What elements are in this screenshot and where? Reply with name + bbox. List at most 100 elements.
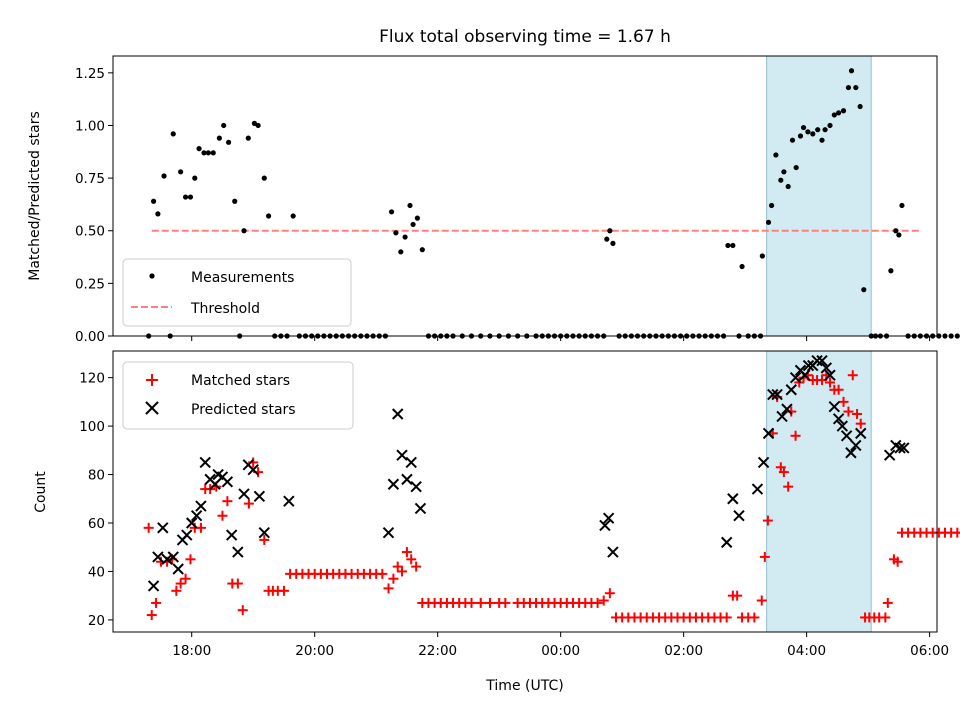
measurement-point	[768, 202, 775, 209]
measurement-point	[778, 177, 784, 183]
bottom-y-ticks: 20 40 60 80 100 120	[79, 371, 113, 629]
matched-star-point	[217, 510, 228, 521]
top-y-tick-label: 1.25	[75, 66, 105, 82]
matched-star-point	[401, 547, 412, 558]
top-legend: Measurements Threshold	[122, 258, 352, 327]
measurement-point	[896, 232, 902, 238]
predicted-star-point	[855, 427, 867, 440]
predicted-star-point	[785, 384, 797, 396]
measurement-point	[226, 139, 232, 145]
measurement-point	[840, 108, 847, 114]
measurement-point	[822, 127, 828, 133]
predicted-star-point	[757, 456, 770, 469]
matched-star-point	[397, 566, 408, 577]
measurement-point	[178, 169, 184, 175]
predicted-star-point	[221, 476, 234, 488]
matched-star-point	[852, 408, 863, 419]
predicted-star-point	[599, 519, 611, 532]
measurement-point	[861, 287, 867, 293]
matched-star-point	[952, 527, 960, 538]
measurement-point	[290, 213, 296, 219]
predicted-star-point	[195, 500, 207, 512]
measurement-point	[393, 230, 399, 236]
measurement-point	[221, 122, 227, 129]
predicted-star-point	[733, 510, 745, 522]
measurement-point	[936, 333, 942, 339]
legend-predicted-label: Predicted stars	[191, 402, 296, 418]
matched-star-point	[892, 556, 903, 567]
measurement-point	[793, 164, 799, 171]
predicted-star-point	[776, 410, 788, 423]
bottom-y-tick-label: 120	[79, 371, 105, 387]
matched-star-point	[484, 597, 495, 608]
predicted-star-point	[225, 529, 238, 541]
measurement-point	[853, 84, 859, 91]
matched-star-point	[592, 597, 603, 608]
measurement-point	[398, 249, 404, 255]
predicted-star-point	[828, 401, 841, 413]
matched-star-point	[843, 406, 854, 417]
measurement-point	[805, 129, 811, 135]
predicted-star-point	[762, 427, 775, 440]
predicted-star-point	[894, 442, 906, 454]
predicted-star-point	[382, 526, 395, 539]
measurement-point	[610, 240, 616, 246]
measurement-point	[789, 137, 796, 143]
measurement-point	[730, 242, 736, 249]
top-highlight-span	[766, 55, 872, 337]
matched-star-point	[377, 568, 388, 579]
predicted-star-point	[832, 413, 845, 425]
legend-matched-label: Matched stars	[191, 373, 290, 389]
measurement-point	[954, 333, 960, 339]
measurement-point	[773, 152, 779, 158]
measurement-point	[819, 137, 825, 143]
matched-star-point	[756, 595, 767, 606]
top-y-tick-label: 0.25	[75, 276, 105, 292]
predicted-star-point	[396, 449, 408, 461]
matched-star-point	[786, 406, 797, 417]
predicted-star-point	[824, 369, 836, 381]
predicted-star-point	[781, 403, 793, 415]
measurement-point	[407, 202, 413, 209]
legend-matched-marker	[146, 374, 158, 386]
matched-star-point	[790, 430, 801, 441]
bottom-x-tick-label: 18:00	[172, 643, 211, 659]
measurement-point	[265, 213, 272, 219]
measurement-point	[857, 103, 863, 110]
predicted-star-point	[789, 371, 802, 384]
measurement-point	[810, 131, 816, 137]
predicted-star-point	[232, 546, 244, 558]
predicted-star-point	[845, 447, 857, 459]
predicted-star-point	[253, 490, 266, 503]
predicted-star-point	[190, 510, 203, 522]
predicted-star-point	[147, 580, 160, 592]
measurement-point	[759, 253, 765, 259]
matched-star-point	[222, 496, 233, 507]
predicted-star-point	[771, 388, 783, 401]
matched-star-point	[406, 554, 417, 565]
measurement-point	[150, 198, 157, 204]
measurement-point	[161, 173, 167, 179]
matched-star-point	[466, 597, 477, 608]
measurement-point	[232, 198, 238, 204]
matched-star-point	[882, 597, 893, 608]
predicted-star-point	[850, 439, 862, 452]
matched-star-point	[825, 377, 836, 388]
measurement-point	[216, 135, 222, 141]
predicted-star-point	[387, 478, 400, 490]
measurement-point	[739, 263, 745, 270]
top-x-ticks	[191, 336, 931, 341]
matched-star-point	[762, 515, 773, 526]
measurement-point	[800, 124, 807, 131]
matched-star-point	[388, 573, 399, 584]
predicted-star-point	[414, 502, 427, 515]
matched-star-point	[847, 370, 858, 381]
bottom-x-ticks: 18:00 20:00 22:00 00:00 02:00 04:00 06:00	[172, 632, 949, 659]
bottom-y-tick-label: 80	[88, 468, 105, 484]
top-legend-box	[122, 258, 352, 327]
measurement-point	[205, 150, 211, 156]
bottom-panel: 20 40 60 80 100 120 18:00 20:00 22:00 00:00 02:00…	[33, 350, 960, 694]
matched-star-point	[880, 612, 891, 623]
measurement-point	[815, 127, 821, 133]
predicted-star-point	[405, 456, 417, 469]
